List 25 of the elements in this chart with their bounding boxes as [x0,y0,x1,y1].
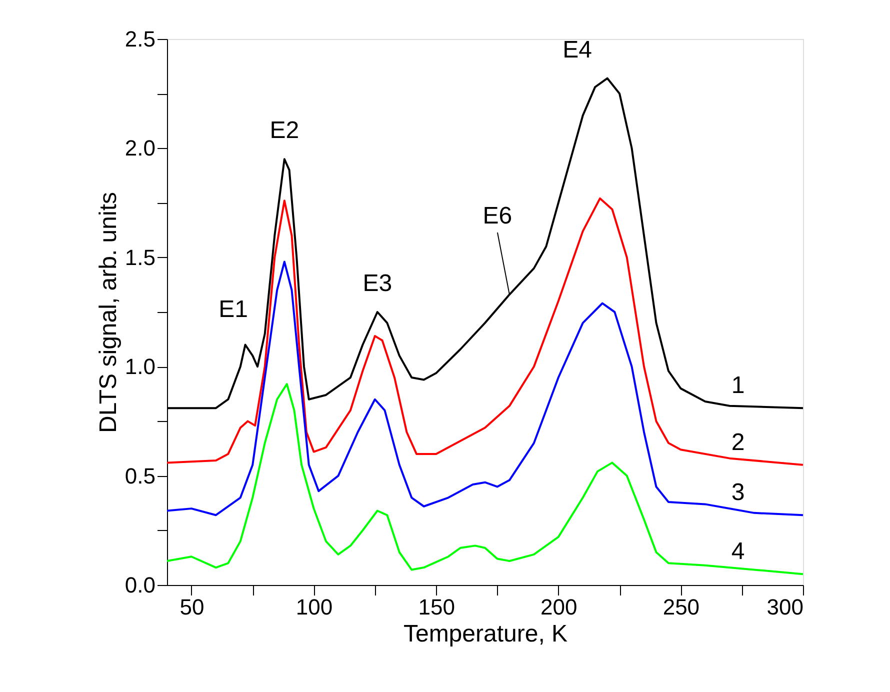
annotation: E4 [562,36,592,64]
x-tick-label: 200 [540,594,578,620]
series-label: 1 [731,372,745,400]
series-label: 2 [731,428,745,456]
x-tick-label: 150 [418,594,455,620]
x-axis-title: Temperature, K [403,620,568,648]
y-tick-label: 2.0 [124,136,156,161]
x-tick-label: 100 [296,594,333,620]
y-tick-label: 1.0 [124,354,156,380]
y-tick-label: 1.5 [124,244,156,270]
line-series [166,260,804,516]
series-label: 3 [731,479,745,506]
annotation: E3 [362,270,392,297]
series-label: 4 [731,538,745,566]
y-tick-label: 2.5 [124,26,156,52]
annotation: E2 [270,117,300,144]
x-tick-label: 300 [766,594,804,620]
text: 0.0 [124,572,156,598]
x-tick-label: 50 [180,594,204,620]
line-series [166,197,804,466]
annotation: E6 [482,202,512,230]
x-tick-label: 250 [662,594,700,620]
y-axis-title: DLTS signal, arb. units [94,192,122,433]
y-tick-label: 0.5 [124,463,156,488]
annotation: E1 [218,296,248,323]
